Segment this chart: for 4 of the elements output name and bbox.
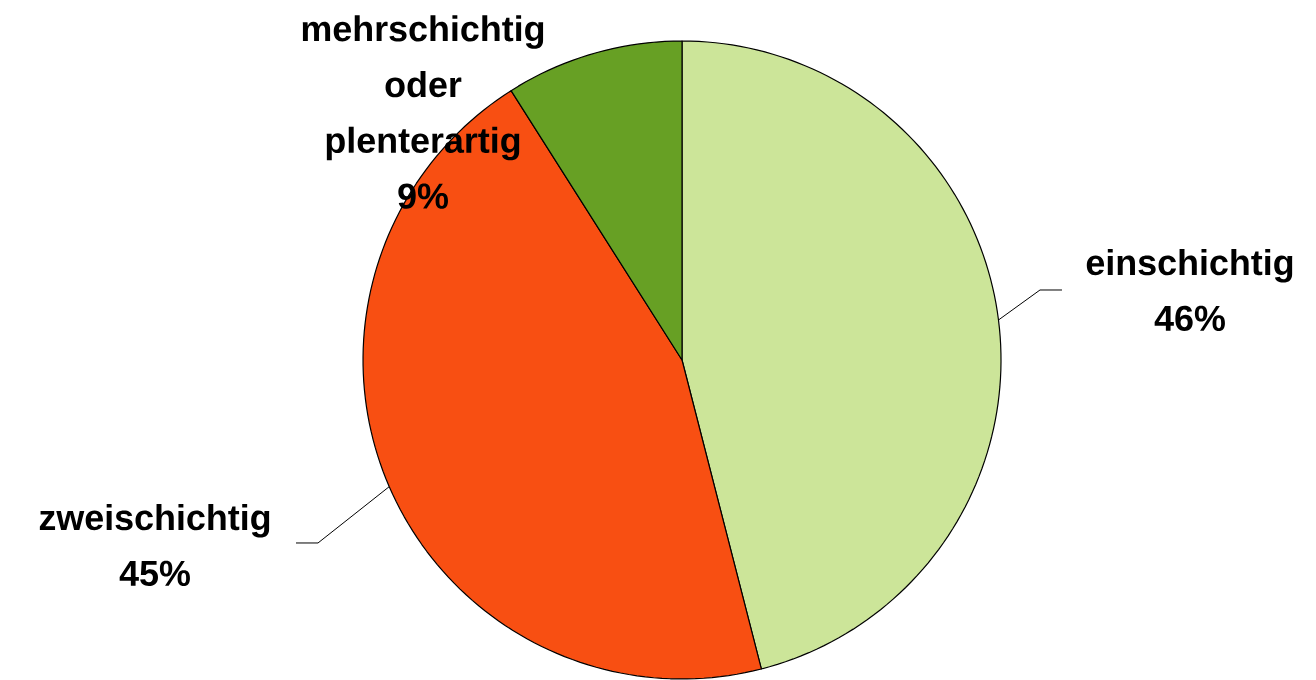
slice-label: zweischichtig	[39, 503, 270, 538]
data-label: 46%	[1154, 305, 1225, 332]
data-label: 45%	[119, 560, 190, 587]
slice-label: einschichtig	[1086, 248, 1293, 283]
